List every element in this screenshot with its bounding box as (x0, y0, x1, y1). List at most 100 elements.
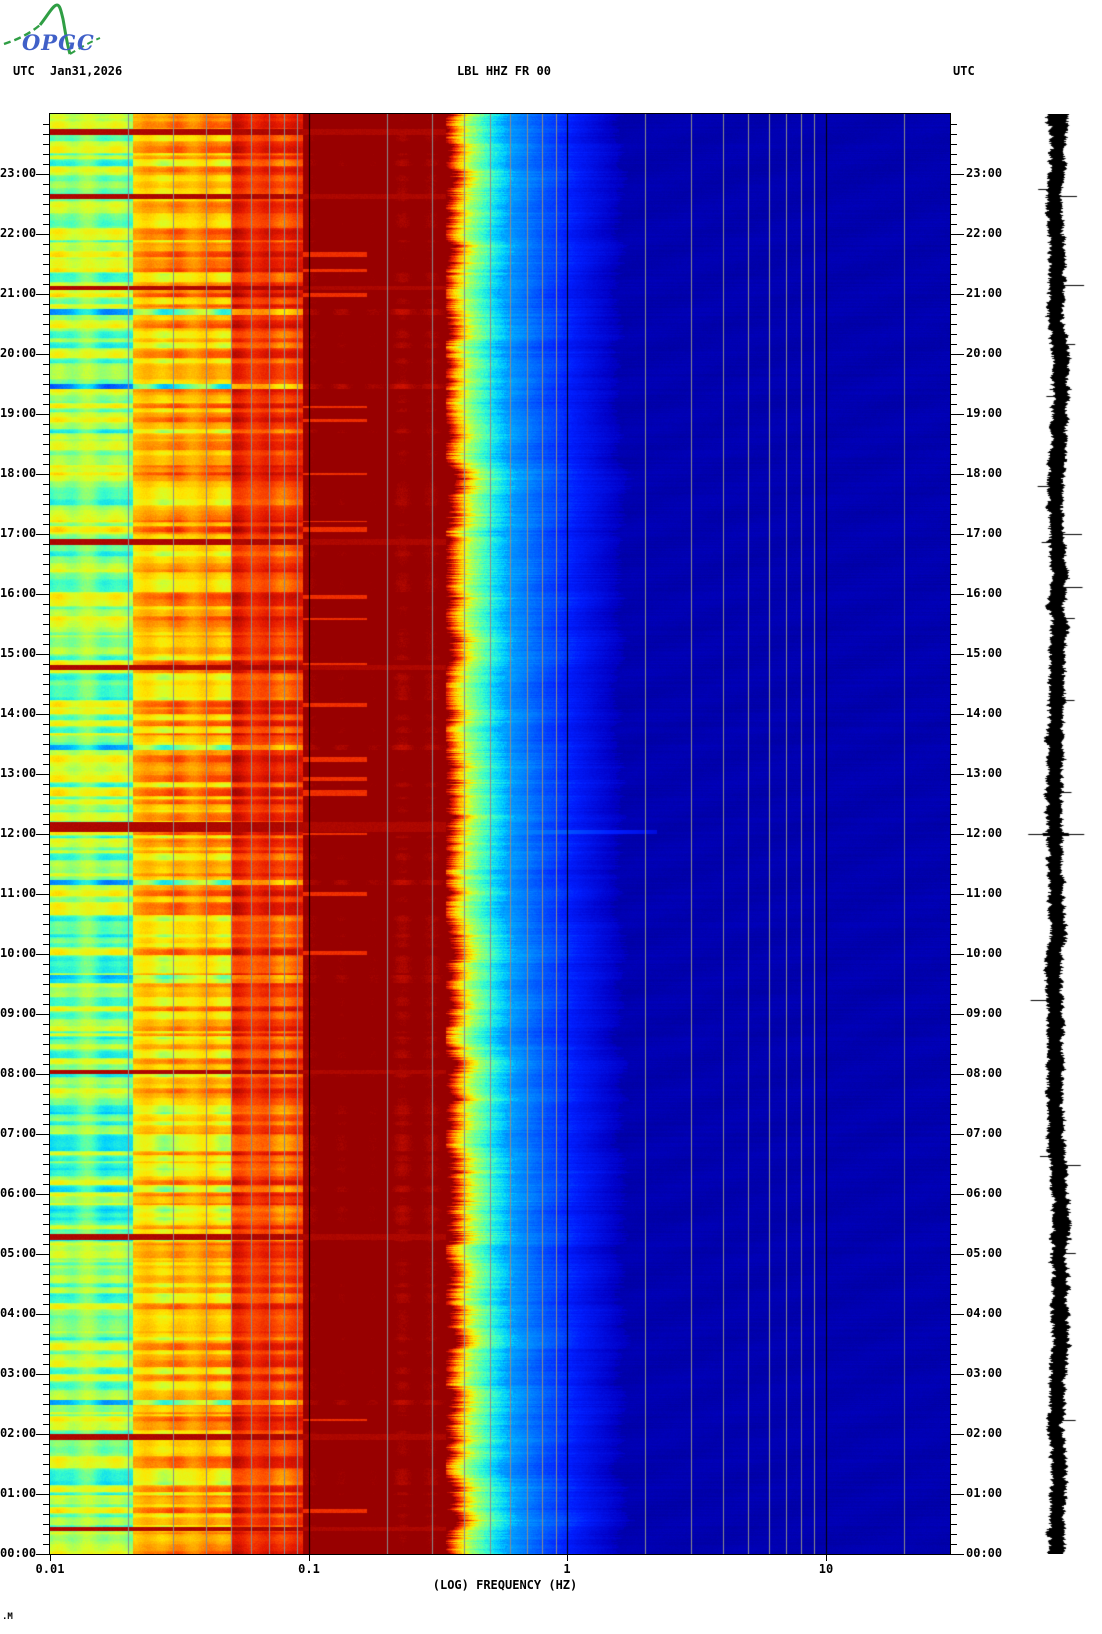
time-label-left: 08:00 (0, 1066, 37, 1080)
time-minor-tick-right (950, 134, 957, 135)
time-minor-tick-right (950, 1484, 957, 1485)
time-minor-tick-right (950, 744, 957, 745)
time-label-right: 07:00 (966, 1126, 1003, 1140)
time-label-left: 13:00 (0, 766, 37, 780)
time-minor-tick-left (43, 574, 50, 575)
time-minor-tick-left (43, 1184, 50, 1185)
time-minor-tick-left (43, 704, 50, 705)
time-minor-tick-right (950, 1264, 957, 1265)
time-hour-tick-right (950, 174, 964, 175)
time-hour-tick-right (950, 1014, 964, 1015)
time-minor-tick-right (950, 784, 957, 785)
time-minor-tick-right (950, 884, 957, 885)
time-minor-tick-right (950, 584, 957, 585)
time-minor-tick-left (43, 394, 50, 395)
time-hour-tick-left (36, 714, 50, 715)
time-minor-tick-left (43, 754, 50, 755)
time-hour-tick-left (36, 1074, 50, 1075)
time-hour-tick-right (950, 714, 964, 715)
time-hour-tick-left (36, 954, 50, 955)
time-minor-tick-left (43, 1034, 50, 1035)
time-minor-tick-right (950, 284, 957, 285)
header-utc-right: UTC (953, 64, 975, 78)
time-label-left: 05:00 (0, 1246, 37, 1260)
time-hour-tick-left (36, 1134, 50, 1135)
time-label-left: 07:00 (0, 1126, 37, 1140)
time-minor-tick-right (950, 1094, 957, 1095)
time-hour-tick-right (950, 594, 964, 595)
time-label-left: 04:00 (0, 1306, 37, 1320)
time-hour-tick-left (36, 174, 50, 175)
time-minor-tick-left (43, 194, 50, 195)
time-minor-tick-left (43, 204, 50, 205)
time-minor-tick-left (43, 1054, 50, 1055)
plot-border (49, 113, 951, 1555)
time-minor-tick-right (950, 684, 957, 685)
time-minor-tick-left (43, 1094, 50, 1095)
time-minor-tick-right (950, 1384, 957, 1385)
time-minor-tick-left (43, 184, 50, 185)
freq-tick (826, 1554, 827, 1561)
time-minor-tick-right (950, 694, 957, 695)
time-minor-tick-left (43, 1164, 50, 1165)
time-hour-tick-right (950, 1374, 964, 1375)
time-minor-tick-right (950, 854, 957, 855)
time-minor-tick-left (43, 144, 50, 145)
time-hour-tick-left (36, 894, 50, 895)
time-minor-tick-left (43, 1484, 50, 1485)
time-label-left: 00:00 (0, 1546, 37, 1560)
time-minor-tick-left (43, 1084, 50, 1085)
time-minor-tick-right (950, 1524, 957, 1525)
time-minor-tick-left (43, 284, 50, 285)
time-minor-tick-left (43, 864, 50, 865)
time-minor-tick-left (43, 1544, 50, 1545)
time-minor-tick-right (950, 1334, 957, 1335)
time-minor-tick-left (43, 984, 50, 985)
time-minor-tick-left (43, 264, 50, 265)
time-minor-tick-left (43, 1424, 50, 1425)
time-minor-tick-right (950, 494, 957, 495)
time-minor-tick-right (950, 914, 957, 915)
time-minor-tick-left (43, 1514, 50, 1515)
time-minor-tick-right (950, 614, 957, 615)
time-minor-tick-right (950, 944, 957, 945)
time-minor-tick-left (43, 224, 50, 225)
time-hour-tick-right (950, 654, 964, 655)
time-minor-tick-right (950, 814, 957, 815)
time-minor-tick-right (950, 1154, 957, 1155)
time-minor-tick-right (950, 704, 957, 705)
time-minor-tick-right (950, 154, 957, 155)
time-hour-tick-left (36, 1254, 50, 1255)
time-minor-tick-left (43, 1154, 50, 1155)
time-label-right: 12:00 (966, 826, 1003, 840)
time-minor-tick-right (950, 764, 957, 765)
time-label-right: 13:00 (966, 766, 1003, 780)
time-minor-tick-right (950, 314, 957, 315)
time-label-right: 20:00 (966, 346, 1003, 360)
time-label-left: 14:00 (0, 706, 37, 720)
time-minor-tick-left (43, 1334, 50, 1335)
freq-tick (50, 1554, 51, 1561)
time-minor-tick-left (43, 1464, 50, 1465)
time-label-left: 23:00 (0, 166, 37, 180)
time-label-left: 17:00 (0, 526, 37, 540)
logo-mountain-peak (38, 3, 72, 55)
time-minor-tick-left (43, 1264, 50, 1265)
time-label-left: 11:00 (0, 886, 37, 900)
time-minor-tick-left (43, 544, 50, 545)
time-hour-tick-right (950, 534, 964, 535)
time-minor-tick-left (43, 1204, 50, 1205)
time-label-left: 15:00 (0, 646, 37, 660)
time-minor-tick-right (950, 824, 957, 825)
time-minor-tick-left (43, 1244, 50, 1245)
time-minor-tick-right (950, 244, 957, 245)
time-minor-tick-left (43, 1524, 50, 1525)
time-hour-tick-left (36, 234, 50, 235)
time-minor-tick-right (950, 804, 957, 805)
time-minor-tick-right (950, 974, 957, 975)
time-hour-tick-left (36, 774, 50, 775)
freq-tick (567, 1554, 568, 1561)
time-minor-tick-right (950, 194, 957, 195)
time-label-left: 10:00 (0, 946, 37, 960)
time-minor-tick-left (43, 844, 50, 845)
